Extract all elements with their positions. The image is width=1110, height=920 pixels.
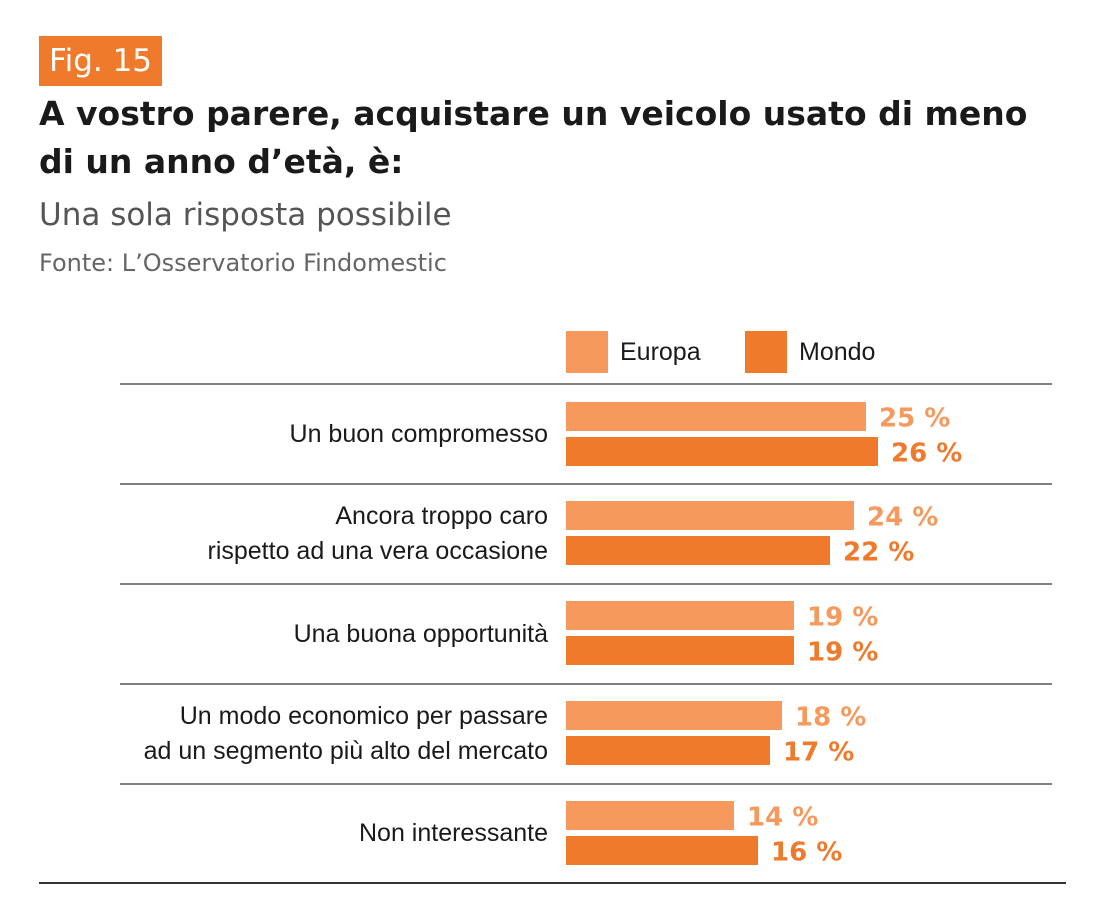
data-label-europa-3: 18 % bbox=[795, 703, 866, 733]
category-label-troppo-caro: Ancora troppo caro rispetto ad una vera … bbox=[207, 502, 549, 565]
chart-subtitle: Una sola risposta possibile bbox=[39, 197, 452, 233]
legend-swatch-europa bbox=[566, 331, 608, 373]
figure-number-badge: Fig. 15 bbox=[39, 36, 163, 86]
bar-europa-4 bbox=[566, 801, 734, 830]
bar-mondo-4 bbox=[566, 836, 758, 865]
data-label-mondo-4: 16 % bbox=[771, 838, 842, 868]
category-label-modo-economico: Un modo economico per passare ad un segm… bbox=[143, 702, 548, 765]
bar-europa-0 bbox=[566, 402, 866, 431]
bar-europa-3 bbox=[566, 701, 782, 730]
category-label-opportunita: Una buona opportunità bbox=[293, 620, 548, 648]
chart-source: Fonte: L’Osservatorio Findomestic bbox=[39, 249, 447, 277]
data-label-europa-4: 14 % bbox=[747, 803, 818, 833]
bar-europa-2 bbox=[566, 601, 794, 630]
data-label-mondo-3: 17 % bbox=[783, 738, 854, 768]
data-label-mondo-2: 19 % bbox=[807, 638, 878, 668]
data-label-europa-2: 19 % bbox=[807, 603, 878, 633]
legend-label-mondo: Mondo bbox=[799, 338, 876, 366]
bar-mondo-3 bbox=[566, 736, 770, 765]
data-label-mondo-1: 22 % bbox=[843, 538, 914, 568]
bar-mondo-1 bbox=[566, 536, 830, 565]
data-label-mondo-0: 26 % bbox=[891, 439, 962, 469]
data-label-europa-0: 25 % bbox=[879, 404, 950, 434]
chart-title: A vostro parere, acquistare un veicolo u… bbox=[39, 94, 1028, 181]
category-label-non-interessante: Non interessante bbox=[358, 819, 548, 847]
category-label-compromesso: Un buon compromesso bbox=[289, 420, 548, 448]
legend-swatch-mondo bbox=[745, 331, 787, 373]
bar-europa-1 bbox=[566, 501, 854, 530]
data-label-europa-1: 24 % bbox=[867, 503, 938, 533]
bar-mondo-0 bbox=[566, 437, 878, 466]
bar-mondo-2 bbox=[566, 636, 794, 665]
legend-label-europa: Europa bbox=[620, 338, 701, 366]
